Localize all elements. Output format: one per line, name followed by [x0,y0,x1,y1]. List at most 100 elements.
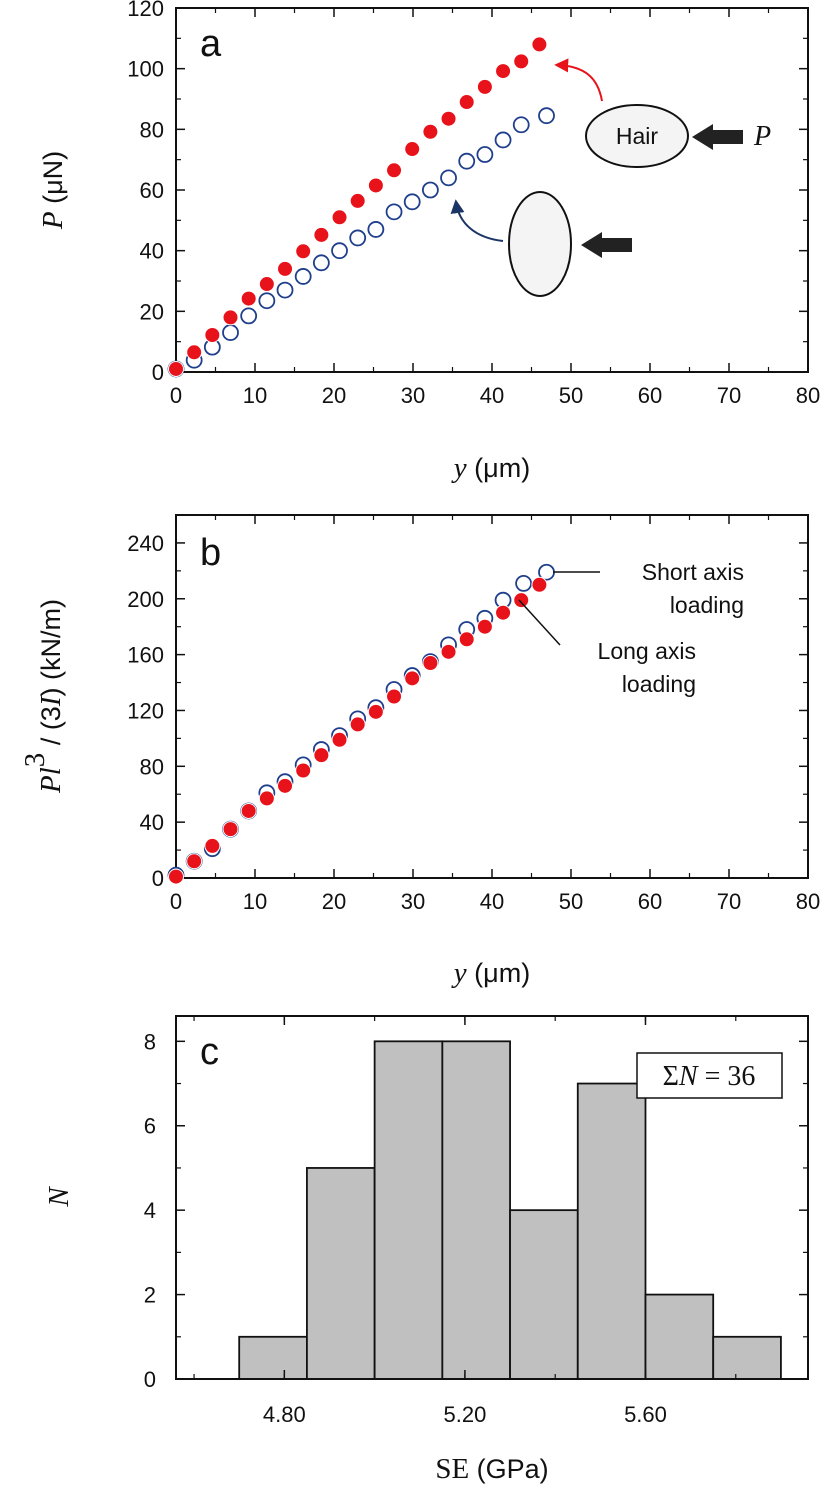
x-tick-label: 30 [401,889,425,914]
panel-b-letter: b [200,532,221,574]
x-tick-label: 60 [638,889,662,914]
y-tick-label: 40 [140,239,164,264]
y-tick-label: 40 [140,810,164,835]
long-axis-label-line1: Long axis [598,638,696,664]
open-circle-point [367,221,385,238]
open-circle-point [476,146,494,163]
filled-circle-point [222,309,239,326]
filled-circle-point [367,703,384,720]
panel-b-x-axis-label: y (μm) [451,957,530,989]
y-tick-label: 20 [140,299,164,324]
panel-a-plot-frame [175,7,809,373]
histogram-bar [306,1167,376,1380]
filled-circle-point [458,94,475,111]
x-tick-label: 20 [322,889,346,914]
y-tick-label: 80 [140,754,164,779]
histogram-bar [712,1335,782,1380]
open-circle-point [294,268,312,285]
histogram-bar [509,1209,579,1380]
x-tick-label: 60 [638,383,662,408]
open-circle-point [331,242,348,260]
filled-circle-point [204,837,221,854]
panel-c-tick-labels: 4.80 5.20 5.60 0 2 4 6 8 [144,1029,667,1427]
x-tick-label: 70 [717,889,741,914]
filled-circle-point [422,654,439,671]
x-tick-label: 5.20 [444,1402,487,1427]
y-tick-label: 100 [127,57,164,82]
long-axis-leader-line [518,599,561,646]
panel-c-x-axis-label: SE (GPa) [435,1453,548,1485]
filled-circle-point [168,868,184,885]
sample-count-text: ΣN = 36 [663,1061,756,1092]
panel-a-y-axis-label: P (μN) [37,151,69,230]
open-circle-point [515,575,532,592]
histogram-bar [238,1335,308,1380]
y-tick-label: 120 [127,698,164,723]
open-circle-point [440,169,457,187]
panel-c-ticks [176,1016,808,1380]
histogram-bar [576,1082,647,1380]
open-circle-point [494,131,512,149]
open-circle-point [222,324,239,341]
filled-circle-point [531,36,548,53]
short-axis-label-line1: Short axis [642,559,744,585]
open-circle-point [458,152,476,170]
y-tick-label: 120 [127,0,164,21]
load-arrow-wide-icon [692,124,743,150]
filled-circle-point [240,802,257,819]
x-tick-label: 20 [322,383,346,408]
long-axis-label-line2: loading [622,671,696,697]
filled-circle-point [386,688,403,705]
panel-c: 4.80 5.20 5.60 0 2 4 6 8 ΣN = 36 c SE (GPa) N [43,1015,809,1485]
filled-circle-point [168,360,184,377]
filled-circle-point [186,853,203,870]
panel-a-inset: Hair P [450,58,771,297]
y-tick-label: 0 [152,866,164,891]
panel-b-series-filled [168,576,548,885]
y-tick-label: 240 [127,531,164,556]
x-tick-label: 80 [796,383,820,408]
filled-circle-point [295,243,312,260]
hair-cross-section-wide [585,104,689,168]
panel-a-tick-labels: 0 10 20 30 40 50 60 70 80 0 20 40 60 80 100 120 [127,0,820,408]
filled-circle-point [404,141,421,158]
x-tick-label: 0 [170,889,182,914]
histogram-bar [644,1293,715,1380]
load-arrow-tall-icon [581,232,632,258]
open-circle-point [421,181,439,199]
filled-circle-point [349,716,366,733]
panel-a-series-filled [168,36,548,377]
open-circle-point [538,107,555,125]
filled-circle-point [386,162,403,179]
filled-circle-point [513,592,530,609]
y-tick-label: 60 [140,178,164,203]
x-tick-label: 10 [243,383,267,408]
filled-circle-point [458,631,475,648]
filled-circle-point [258,790,275,807]
open-circle-point [312,254,330,272]
filled-circle-point [295,762,312,779]
filled-circle-point [186,344,203,361]
panel-c-bars [238,1040,782,1380]
panel-b-tick-labels: 0 10 20 30 40 50 60 70 80 0 40 80 120 160 200 240 [127,531,820,914]
open-circle-point [240,307,258,325]
y-tick-label: 0 [144,1367,156,1392]
filled-circle-point [240,290,257,307]
filled-circle-point [422,123,439,140]
filled-circle-point [277,777,294,794]
load-label-p: P [753,121,771,152]
y-tick-label: 4 [144,1198,156,1223]
y-tick-label: 160 [127,643,164,668]
panel-a-series-open [167,107,555,378]
filled-circle-point [258,276,275,293]
open-circle-point [349,229,367,247]
filled-circle-point [204,326,221,343]
y-tick-label: 8 [144,1029,156,1054]
hair-label: Hair [616,123,659,149]
y-tick-label: 200 [127,587,164,612]
x-tick-label: 50 [559,383,583,408]
y-tick-label: 0 [152,360,164,385]
filled-circle-point [313,747,330,764]
x-tick-label: 5.60 [624,1402,667,1427]
